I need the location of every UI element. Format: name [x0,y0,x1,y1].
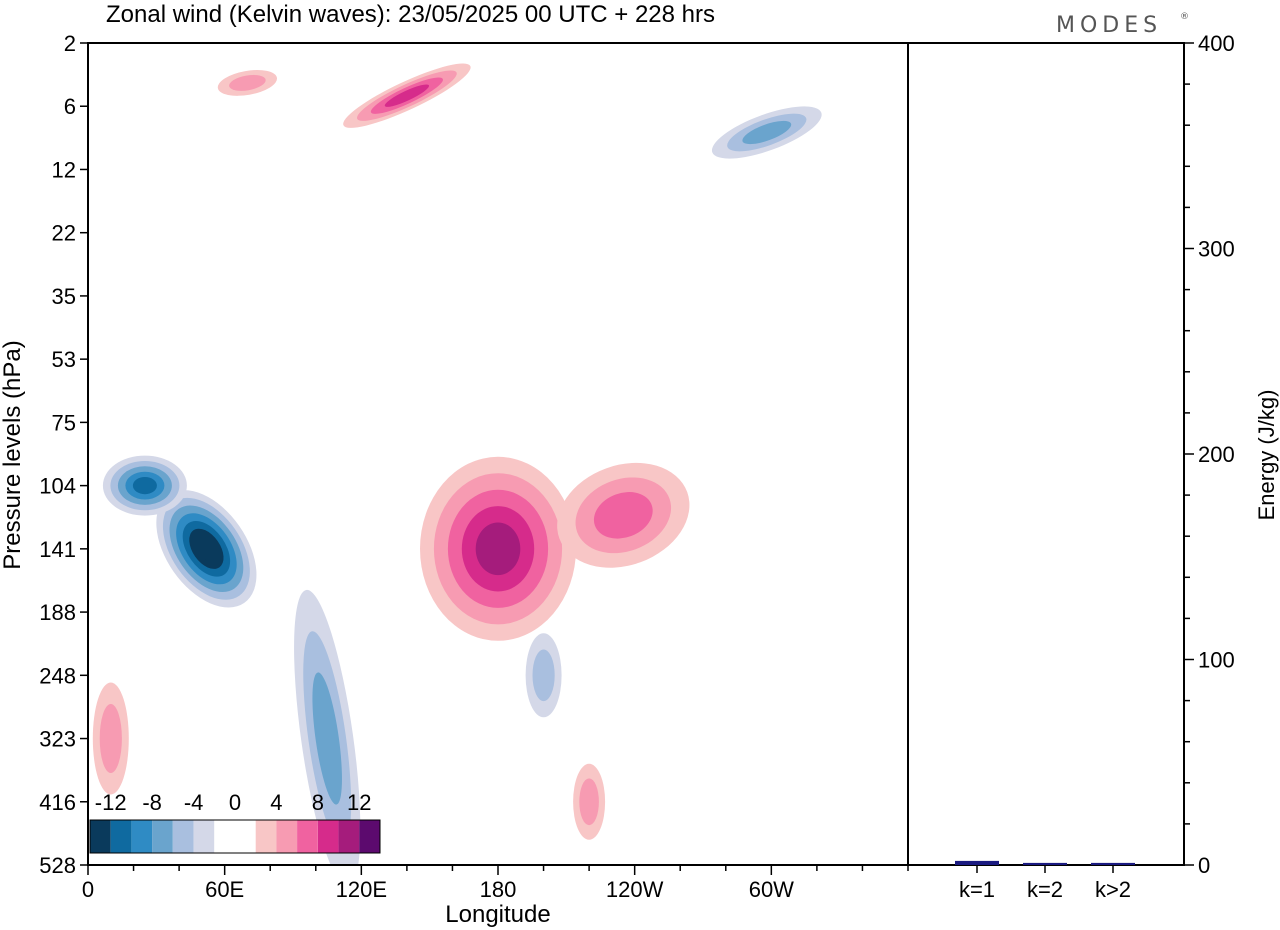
colorbar-swatch [255,820,277,853]
wind-contour-field [92,63,822,865]
colorbar-swatch [90,820,111,853]
x-tick-label: 120W [606,877,664,902]
contour-positive-10-level-1 [229,74,266,91]
x-tick-label: 180 [480,877,517,902]
contour-negative-2-level-2 [312,672,342,805]
y-tick-label: 53 [52,347,76,372]
colorbar-swatch [317,820,339,853]
y-tick-label: 6 [64,94,76,119]
energy-axis-label: Energy (J/kg) [1254,390,1279,521]
longitude-axis: 0 60E 120E 180 120W 60W [82,865,909,902]
x-tick-label: 60W [749,877,794,902]
modes-logo-mark: ® [1180,12,1194,22]
colorbar-label: 4 [270,790,282,815]
energy-tick-label: 300 [1198,237,1235,262]
colorbar-swatch [152,820,173,853]
energy-tick-label: 100 [1198,648,1235,673]
y-tick-label: 323 [39,727,76,752]
y-axis-label: Pressure levels (hPa) [0,340,26,569]
y-tick-label: 416 [39,790,76,815]
colorbar-label: -12 [95,790,127,815]
colorbar-label: 8 [312,790,324,815]
x-tick-label: 0 [82,877,94,902]
y-tick-label: 188 [39,600,76,625]
energy-axis: 0 100 200 300 400 [1184,31,1235,878]
colorbar-swatch [338,820,360,853]
contour-positive-8-level-1 [579,778,599,826]
energy-tick-label: 0 [1198,853,1210,878]
x-tick-label: 60E [205,877,244,902]
energy-category-label: k=2 [1027,877,1063,902]
colorbar-label: 0 [229,790,241,815]
pressure-axis: 2 6 12 22 35 53 75 104 141 188 248 323 416 528 [39,31,88,878]
y-tick-label: 35 [52,284,76,309]
contour-positive-5-level-4 [475,522,521,576]
contour-negative-3-level-2 [742,120,792,145]
contour-positive-7-level-2 [593,492,653,539]
contour-positive-9-level-1 [99,704,122,773]
colorbar-swatch [193,820,215,853]
colorbar-swatch [359,820,380,853]
energy-bars: k=1 k=2 k>2 [955,860,1135,902]
colorbar-swatch [172,820,194,853]
y-tick-label: 248 [39,663,76,688]
modes-logo: MODES [1056,13,1162,38]
colorbar-frame [89,819,381,854]
colorbar-swatch [131,820,153,853]
y-tick-label: 141 [39,537,76,562]
colorbar-label: -4 [184,790,204,815]
colorbar-swatch [214,820,235,853]
contour-negative-4-level-1 [532,649,555,702]
colorbar-label: -8 [142,790,162,815]
energy-category-label: k>2 [1095,877,1131,902]
contour-negative-1-level-4 [132,477,157,495]
chart-title: Zonal wind (Kelvin waves): 23/05/2025 00… [106,1,715,28]
contour-negative-0-level-6 [195,536,217,562]
hovmoller-axes-frame [87,42,909,866]
energy-axes-frame [907,42,1185,866]
colorbar-swatch [297,820,318,853]
energy-bar-k=2 [1023,862,1067,865]
colorbar-swatch [276,820,298,853]
colorbar: -12 -8 -4 0 4 8 12 [89,790,381,854]
x-tick-label: 120E [336,877,387,902]
energy-bar-k=1 [955,860,999,865]
y-tick-label: 22 [52,221,76,246]
energy-tick-label: 200 [1198,442,1235,467]
contour-positive-6-level-3 [384,84,430,107]
energy-tick-label: 400 [1198,31,1235,56]
y-tick-label: 528 [39,853,76,878]
colorbar-swatch [235,820,256,853]
y-tick-label: 2 [64,31,76,56]
y-tick-label: 12 [52,157,76,182]
x-axis-label: Longitude [445,901,550,928]
colorbar-swatch [110,820,132,853]
energy-bar-k>2 [1091,862,1135,865]
energy-category-label: k=1 [959,877,995,902]
y-tick-label: 75 [52,410,76,435]
y-tick-label: 104 [39,474,76,499]
colorbar-label: 12 [347,790,371,815]
